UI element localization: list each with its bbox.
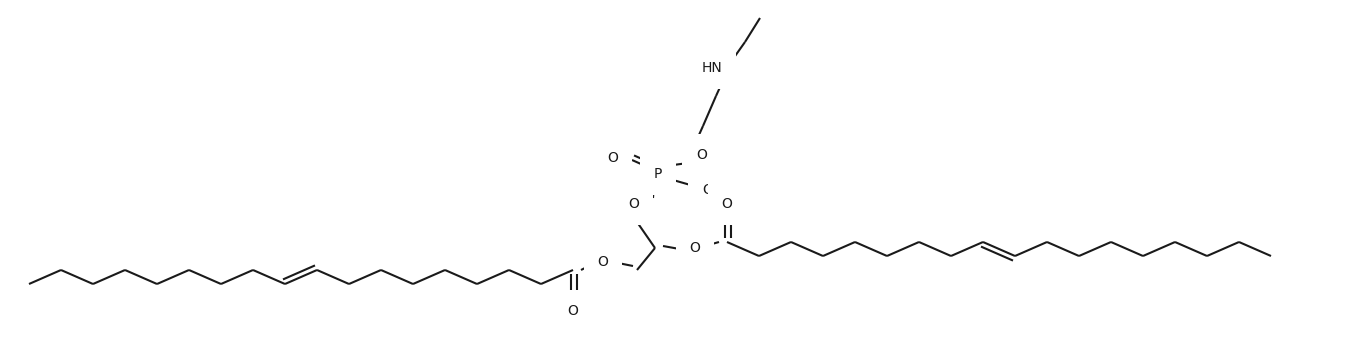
Text: O: O xyxy=(689,241,700,255)
Text: O: O xyxy=(722,197,733,211)
Text: HN: HN xyxy=(701,61,722,75)
Text: OH: OH xyxy=(701,183,723,197)
Text: O: O xyxy=(607,151,618,165)
Text: O: O xyxy=(597,255,608,269)
Text: O: O xyxy=(627,197,638,211)
Text: P: P xyxy=(653,167,662,181)
Text: O: O xyxy=(696,148,707,162)
Text: O: O xyxy=(567,304,578,318)
